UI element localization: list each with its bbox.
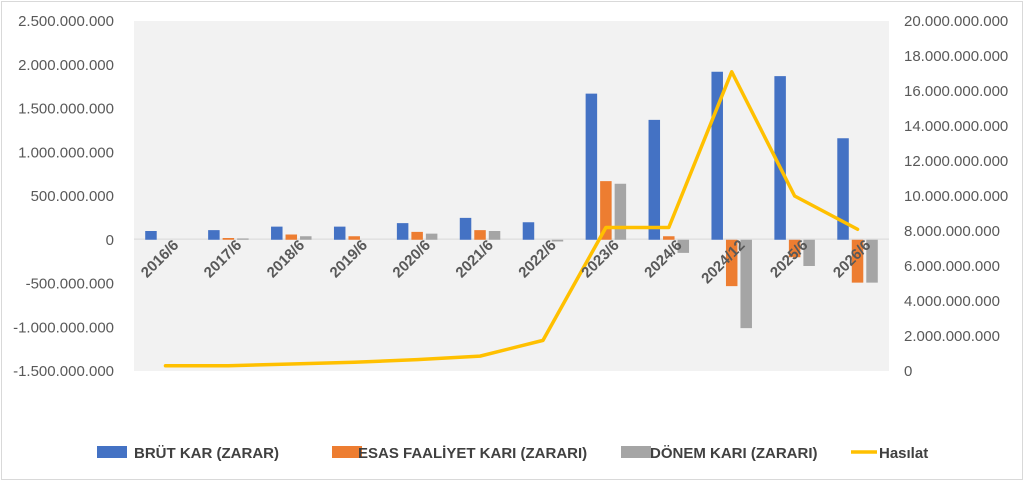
left-tick-label: -1.500.000.000 (13, 363, 114, 380)
bar-0-10 (774, 76, 786, 240)
bar-2-6 (551, 239, 564, 242)
bar-2-5 (488, 231, 501, 240)
legend-label-2: DÖNEM KARI (ZARARI) (650, 445, 817, 462)
legend-label-3: Hasılat (879, 445, 928, 462)
bar-2-10 (803, 239, 815, 266)
bar-2-11 (866, 239, 878, 283)
bar-2-4 (425, 233, 438, 240)
left-tick-label: 1.500.000.000 (18, 101, 114, 118)
legend-swatch-2 (621, 446, 651, 458)
right-tick-label: 14.000.000.000 (904, 118, 1008, 135)
legend: BRÜT KAR (ZARAR) ESAS FAALİYET KARI (ZARA… (97, 445, 928, 462)
legend-swatch-1 (332, 446, 362, 458)
right-tick-label: 2.000.000.000 (904, 328, 1000, 345)
bar-0-1 (208, 230, 220, 240)
right-tick-label: 12.000.000.000 (904, 153, 1008, 170)
right-tick-label: 10.000.000.000 (904, 188, 1008, 205)
left-tick-label: 500.000.000 (31, 188, 114, 205)
legend-label-1: ESAS FAALİYET KARI (ZARARI) (358, 445, 587, 462)
bar-0-9 (711, 71, 723, 240)
bar-1-5 (474, 230, 486, 240)
legend-swatch-0 (97, 446, 127, 458)
bar-1-4 (411, 231, 423, 240)
legend-label-0: BRÜT KAR (ZARAR) (134, 445, 279, 462)
bar-0-4 (396, 223, 409, 240)
bar-0-8 (648, 119, 661, 240)
bar-1-11 (851, 239, 864, 283)
right-tick-label: 18.000.000.000 (904, 48, 1008, 65)
bar-0-0 (145, 231, 157, 240)
bar-0-11 (837, 138, 849, 240)
line-series (163, 70, 860, 368)
plot-area (134, 21, 889, 371)
bar-2-2 (300, 236, 312, 240)
right-tick-label: 6.000.000.000 (904, 258, 1000, 275)
right-axis: 20.000.000.000 18.000.000.000 16.000.000.0… (904, 13, 1008, 380)
bar-1-3 (348, 236, 360, 240)
left-tick-label: 1.000.000.000 (18, 144, 114, 161)
right-tick-label: 8.000.000.000 (904, 223, 1000, 240)
left-tick-label: 0 (106, 232, 114, 249)
bar-2-8 (677, 239, 690, 253)
bar-0-6 (522, 222, 535, 240)
bar-1-1 (222, 238, 235, 240)
left-axis: 2.500.000.000 2.000.000.000 1.500.000.000 1… (13, 13, 114, 380)
bar-0-3 (333, 226, 346, 240)
bar-series (145, 71, 878, 329)
bar-1-7 (600, 181, 612, 240)
line-series-hasilat (163, 70, 860, 368)
bar-2-9 (740, 239, 752, 329)
left-tick-label: 2.000.000.000 (18, 57, 114, 74)
bar-0-7 (585, 93, 598, 240)
bar-0-2 (271, 226, 283, 240)
bar-1-10 (788, 239, 801, 258)
left-tick-label: 2.500.000.000 (18, 13, 114, 30)
right-tick-label: 20.000.000.000 (904, 13, 1008, 30)
bar-2-1 (237, 238, 249, 240)
bar-1-8 (663, 236, 675, 240)
bar-2-7 (614, 183, 627, 240)
left-tick-label: -1.000.000.000 (13, 319, 114, 336)
right-tick-label: 0 (904, 363, 912, 380)
bar-0-5 (459, 217, 472, 240)
bar-1-2 (285, 234, 298, 240)
left-tick-label: -500.000.000 (26, 276, 114, 293)
right-tick-label: 16.000.000.000 (904, 83, 1008, 100)
bar-1-9 (725, 239, 738, 287)
right-tick-label: 4.000.000.000 (904, 293, 1000, 310)
